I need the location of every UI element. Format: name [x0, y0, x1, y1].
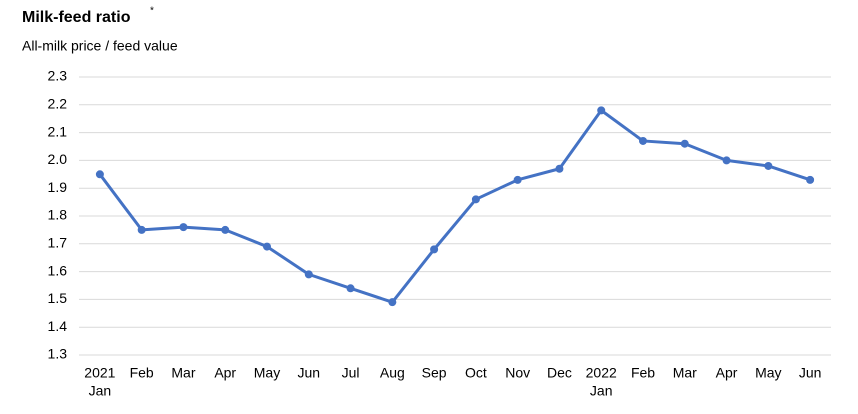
x-tick-label: Aug [380, 365, 405, 381]
y-tick-label: 1.6 [48, 262, 68, 278]
x-tick-label: May [254, 365, 280, 381]
y-tick-label: 1.9 [48, 179, 68, 195]
title-mark: * [150, 6, 154, 17]
point [722, 156, 731, 165]
chart-subtitle: All-milk price / feed value [22, 38, 178, 54]
x-tick-label: Mar [673, 365, 697, 381]
x-tick-label: Mar [171, 365, 195, 381]
x-tick-label: 2022 [586, 365, 617, 381]
y-tick-label: 2.1 [48, 123, 68, 139]
y-tick-label: 1.3 [48, 346, 68, 362]
y-tick-label: 1.7 [48, 235, 68, 251]
x-tick-label: 2021 [84, 365, 115, 381]
series-line [98, 108, 811, 304]
x-tick-label: Apr [716, 365, 738, 381]
x-tick-label: Dec [547, 365, 572, 381]
point [388, 298, 397, 307]
y-tick-label: 2.0 [48, 151, 68, 167]
x-tick-label: Jun [297, 365, 320, 381]
x-tick-label: Jul [342, 365, 360, 381]
x-tick-label: Jan [89, 383, 112, 399]
point [764, 161, 773, 170]
point [471, 195, 480, 204]
x-tick-label: Oct [465, 365, 487, 381]
point [137, 225, 146, 234]
point [806, 175, 815, 184]
x-tick-label: Feb [130, 365, 154, 381]
x-tick-label: Jan [590, 383, 613, 399]
y-tick-label: 1.4 [48, 318, 68, 334]
point [95, 170, 104, 179]
x-tick-label: Apr [214, 365, 236, 381]
x-tick-label: Feb [631, 365, 655, 381]
x-tick-label: May [755, 365, 781, 381]
y-tick-label: 1.5 [48, 290, 68, 306]
y-tick-label: 2.3 [48, 68, 68, 84]
y-tick-label: 2.2 [48, 96, 68, 112]
chart-title: Milk-feed ratio [22, 9, 131, 26]
point [221, 225, 230, 234]
point [430, 245, 439, 254]
y-tick-label: 1.8 [48, 207, 68, 223]
point [263, 242, 271, 251]
point [304, 270, 313, 279]
point [555, 164, 564, 173]
point [597, 106, 606, 115]
point [639, 136, 647, 145]
x-tick-label: Nov [505, 365, 530, 381]
point [680, 139, 689, 148]
x-tick-label: Sep [422, 365, 447, 381]
x-tick-label: Jun [799, 365, 822, 381]
point [179, 223, 188, 232]
point [346, 284, 355, 293]
point [513, 175, 522, 184]
